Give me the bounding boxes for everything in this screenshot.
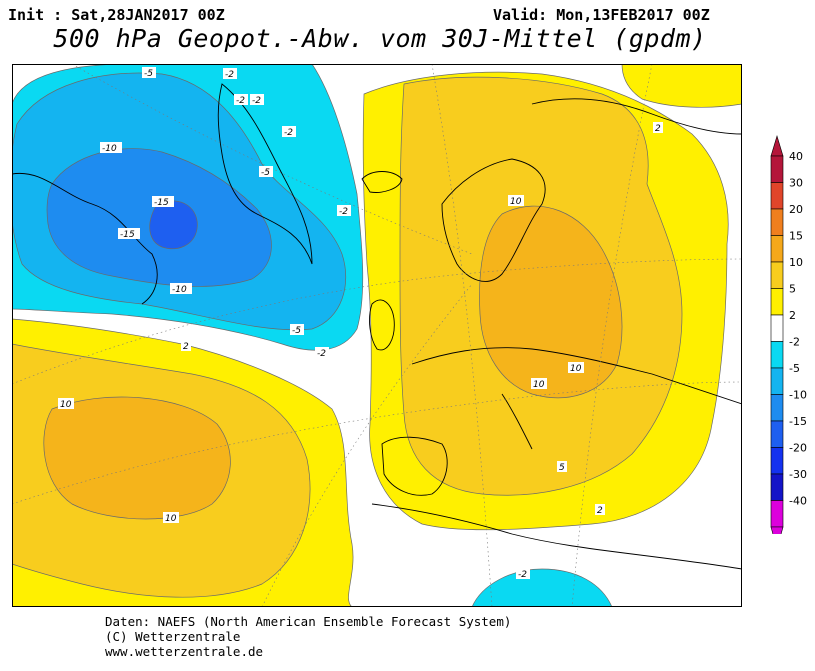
contour-label: -2 — [236, 96, 245, 106]
graticule — [12, 64, 742, 607]
negative-anomaly-fields — [12, 64, 613, 607]
legend-swatch — [770, 473, 784, 501]
legend-swatch — [770, 155, 784, 183]
contour-label: 10 — [570, 364, 582, 374]
legend-swatch — [770, 420, 784, 448]
contour-label: 10 — [533, 380, 545, 390]
contour-label: -15 — [154, 198, 169, 208]
legend-label: -2 — [789, 336, 800, 349]
contour-labels: -15 -15 -10 -10 -5 -5 -5 -2 -2 -2 -2 -2 … — [58, 67, 663, 580]
legend-label: -20 — [789, 442, 807, 455]
arctic-pos2-area — [621, 64, 742, 108]
legend-swatch — [770, 235, 784, 263]
contour-label: 5 — [559, 463, 565, 473]
color-scale-legend: 40 30 20 15 10 5 2 -2 -5 -10 -15 -20 -30 -40 — [770, 134, 807, 534]
contour-label: -2 — [317, 349, 326, 359]
legend-swatch — [770, 394, 784, 422]
contour-label: -15 — [120, 230, 135, 240]
contour-label: 2 — [655, 124, 661, 134]
legend-swatch — [770, 261, 784, 289]
legend-label: -5 — [789, 362, 800, 375]
legend-swatch — [770, 208, 784, 236]
legend-swatch — [770, 367, 784, 395]
legend-label: 40 — [789, 150, 803, 163]
canada-coast — [12, 172, 158, 305]
contour-label: 2 — [183, 342, 189, 352]
legend-swatch — [770, 341, 784, 369]
contour-label: -2 — [284, 128, 293, 138]
arctic-russia-coast — [531, 98, 742, 135]
legend-label: 20 — [789, 203, 803, 216]
iceland-coast — [361, 171, 403, 193]
legend-label: 5 — [789, 283, 796, 296]
legend-swatch — [770, 314, 784, 342]
legend-label: -15 — [789, 415, 807, 428]
contour-label: -5 — [292, 326, 301, 336]
legend-swatch — [770, 500, 784, 528]
legend-label: 30 — [789, 177, 803, 190]
scandinavia-coast — [441, 158, 546, 282]
europe-mainland — [411, 347, 742, 405]
legend-label: 10 — [789, 256, 803, 269]
contour-label: 2 — [597, 506, 603, 516]
map-frame — [12, 64, 742, 607]
africa-coast — [371, 503, 742, 570]
legend-label: -40 — [789, 495, 807, 508]
british-isles-coast — [369, 299, 395, 351]
chart-title: 500 hPa Geopot.-Abw. vom 30J-Mittel (gpd… — [53, 24, 707, 53]
legend-label: -30 — [789, 468, 807, 481]
contour-label: -5 — [144, 69, 153, 79]
greenland-coast — [217, 83, 313, 265]
contour-label: 10 — [510, 197, 522, 207]
contour-label: -2 — [518, 570, 527, 580]
iberia-coast — [381, 436, 448, 496]
legend-swatch — [770, 288, 784, 316]
positive-anomaly-fields — [12, 64, 742, 607]
italy-coast — [501, 393, 533, 450]
atlantic-pos10-area — [43, 396, 231, 520]
legend-label: 15 — [789, 230, 803, 243]
legend-label: -10 — [789, 389, 807, 402]
footer-data-source: Daten: NAEFS (North American Ensemble Fo… — [105, 614, 512, 629]
init-time-label: Init : Sat,28JAN2017 00Z — [8, 6, 225, 24]
legend-label: 2 — [789, 309, 796, 322]
contour-label: -10 — [172, 285, 187, 295]
legend-arrow-top — [770, 134, 784, 157]
footer-copyright: (C) Wetterzentrale — [105, 629, 241, 644]
contour-label: 10 — [165, 514, 177, 524]
contour-label: -2 — [225, 70, 234, 80]
north-africa-neg2-area — [471, 568, 613, 607]
coastlines — [12, 83, 742, 570]
anomaly-map: -15 -15 -10 -10 -5 -5 -5 -2 -2 -2 -2 -2 … — [12, 64, 742, 607]
contour-label: -10 — [102, 144, 117, 154]
legend-swatch — [770, 182, 784, 210]
footer-url: www.wetterzentrale.de — [105, 644, 264, 659]
valid-time-label: Valid: Mon,13FEB2017 00Z — [493, 6, 710, 24]
contour-label: -5 — [261, 168, 270, 178]
contour-label: -2 — [252, 96, 261, 106]
legend-swatch — [770, 447, 784, 475]
contour-label: 10 — [60, 400, 72, 410]
contour-label: -2 — [339, 207, 348, 217]
legend-arrow-bottom — [770, 526, 784, 534]
greenland-neg15-area — [149, 200, 198, 250]
